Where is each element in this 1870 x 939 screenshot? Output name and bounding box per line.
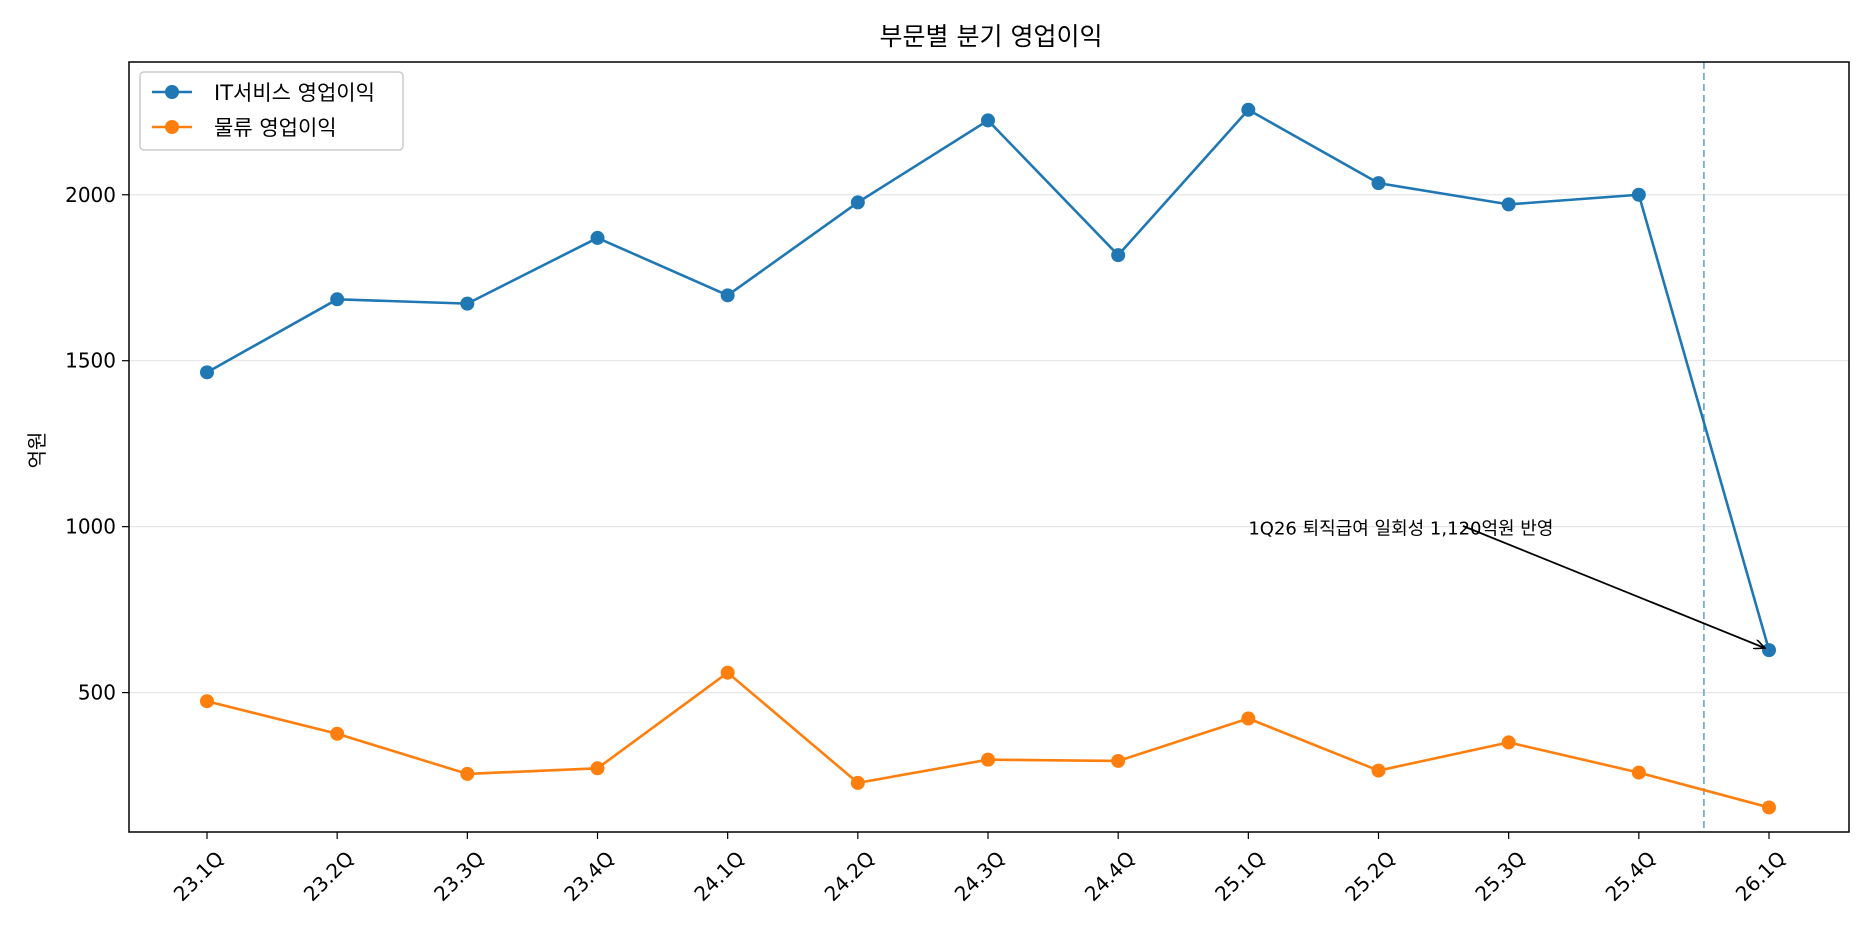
x-tick-label: 24.2Q bbox=[820, 846, 880, 906]
legend-label: 물류 영업이익 bbox=[214, 116, 337, 140]
data-point bbox=[1111, 753, 1126, 768]
data-point bbox=[1631, 765, 1646, 780]
x-tick-label: 25.2Q bbox=[1340, 846, 1400, 906]
series-2 bbox=[200, 665, 1776, 815]
x-tick-label: 23.4Q bbox=[559, 846, 619, 906]
y-tick-label: 1500 bbox=[65, 349, 116, 373]
x-tick-label: 26.1Q bbox=[1731, 846, 1791, 906]
series-layer bbox=[200, 102, 1776, 815]
data-point bbox=[590, 230, 605, 245]
data-point bbox=[1371, 176, 1386, 191]
data-point bbox=[460, 296, 475, 311]
data-point bbox=[200, 694, 214, 709]
x-tick-label: 24.4Q bbox=[1080, 846, 1140, 906]
legend-box bbox=[139, 71, 404, 151]
data-point bbox=[1371, 763, 1386, 778]
plot-frame bbox=[128, 61, 1850, 833]
x-tick-label: 24.1Q bbox=[689, 846, 749, 906]
y-axis: 500 1000 1500 2000 bbox=[65, 183, 129, 705]
y-axis-label: 억원 bbox=[25, 432, 49, 469]
series-line bbox=[206, 108, 1771, 651]
data-point bbox=[1762, 643, 1776, 658]
x-tick-label: 25.3Q bbox=[1470, 846, 1530, 906]
x-tick-label: 24.3Q bbox=[950, 846, 1010, 906]
data-point bbox=[1501, 197, 1516, 212]
annotation-arrow bbox=[1462, 525, 1765, 648]
series-1 bbox=[200, 102, 1776, 658]
legend-marker bbox=[165, 120, 179, 134]
data-point bbox=[1111, 248, 1126, 263]
chart-title: 부문별 분기 영업이익 bbox=[880, 22, 1103, 51]
data-point bbox=[1501, 735, 1516, 750]
x-tick-label: 23.3Q bbox=[429, 846, 489, 906]
legend-label: IT서비스 영업이익 bbox=[214, 81, 375, 105]
data-point bbox=[850, 195, 865, 210]
x-tick-label: 25.1Q bbox=[1210, 846, 1270, 906]
data-point bbox=[720, 288, 735, 303]
data-point bbox=[850, 775, 865, 790]
data-point bbox=[1631, 187, 1646, 202]
x-tick-label: 25.4Q bbox=[1601, 846, 1661, 906]
data-point bbox=[1241, 711, 1256, 726]
annotation-group: 1Q26 퇴직급여 일회성 1,120억원 반영 bbox=[1248, 519, 1765, 648]
data-point bbox=[720, 665, 735, 680]
data-point bbox=[981, 113, 995, 128]
data-point bbox=[330, 726, 345, 741]
data-point bbox=[981, 752, 995, 767]
x-tick-label: 23.2Q bbox=[299, 846, 359, 906]
data-point bbox=[1241, 102, 1256, 117]
data-point bbox=[200, 365, 214, 380]
gridlines bbox=[129, 194, 1849, 694]
data-point bbox=[330, 292, 345, 307]
y-tick-label: 1000 bbox=[65, 515, 116, 539]
data-point bbox=[460, 766, 475, 781]
y-tick-label: 500 bbox=[78, 681, 116, 705]
x-axis: 23.1Q 23.2Q 23.3Q 23.4Q 24.1Q 24.2Q 24.3Q 24.4Q… bbox=[169, 832, 1791, 906]
legend-marker bbox=[165, 85, 179, 99]
annotation-text: 1Q26 퇴직급여 일회성 1,120억원 반영 bbox=[1248, 519, 1553, 540]
data-point bbox=[590, 761, 605, 776]
x-tick-label: 23.1Q bbox=[169, 846, 229, 906]
y-tick-label: 2000 bbox=[65, 183, 116, 207]
data-point bbox=[1762, 800, 1776, 815]
